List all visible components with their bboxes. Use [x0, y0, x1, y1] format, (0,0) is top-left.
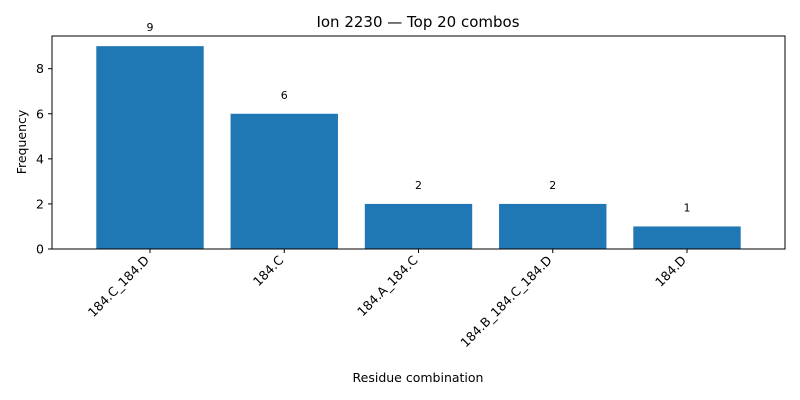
data-label: 1 [683, 201, 690, 214]
x-tick-label: 184.C [250, 252, 287, 289]
data-label: 2 [415, 179, 422, 192]
x-tick-label: 184.C_184.D [85, 253, 152, 320]
x-axis: 184.C_184.D 184.C 184.A_184.C 184.B_184.C_1… [85, 249, 689, 350]
bar [499, 203, 607, 249]
bar [633, 226, 741, 249]
y-axis-label: Frequency [14, 109, 29, 174]
y-tick-label: 2 [36, 196, 44, 211]
data-label: 9 [147, 21, 154, 34]
y-axis: 0 2 4 6 8 [36, 61, 52, 257]
y-tick-label: 6 [36, 106, 44, 121]
y-tick-label: 8 [36, 61, 44, 76]
bar [230, 113, 338, 249]
chart-title: Ion 2230 — Top 20 combos [316, 13, 519, 31]
plot-frame [51, 35, 786, 250]
data-label: 2 [549, 179, 556, 192]
x-tick-label: 184.B_184.C_184.D [457, 253, 555, 351]
x-tick-label: 184.D [652, 253, 689, 290]
bar [364, 203, 473, 249]
y-tick-label: 4 [36, 151, 44, 166]
data-label: 6 [281, 89, 288, 102]
y-tick-label: 0 [36, 242, 44, 257]
bars-group [96, 46, 741, 250]
data-labels-group: 9 6 2 2 1 [147, 21, 691, 214]
x-tick-label: 184.A_184.C [354, 252, 421, 319]
bar [96, 46, 204, 250]
x-axis-label: Residue combination [353, 370, 484, 385]
